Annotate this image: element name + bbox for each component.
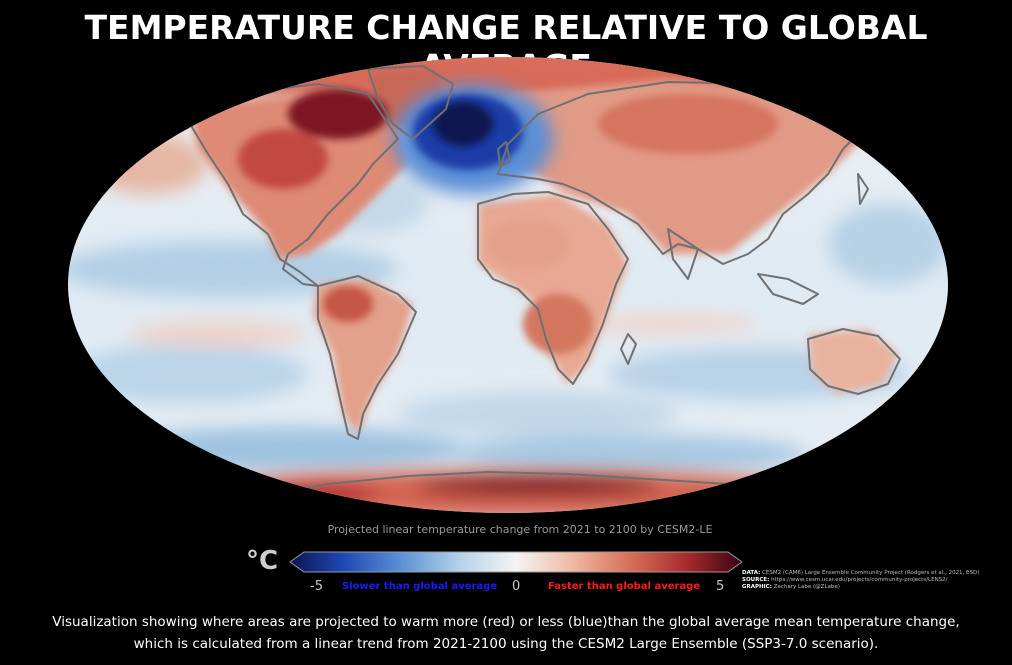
coast-southeast-asia: [757, 273, 819, 305]
coast-madagascar: [620, 333, 637, 365]
coast-uk: [497, 141, 511, 167]
credit-data-key: DATA:: [742, 570, 761, 576]
credit-graphic-text: Zachary Labe (@ZLabe): [773, 584, 840, 590]
credit-source-text: https://www.cesm.ucar.edu/projects/commu…: [771, 577, 948, 583]
coast-india: [667, 228, 699, 280]
caption-line-2: which is calculated from a linear trend …: [133, 636, 879, 652]
colorbar-mid-tick: 0: [512, 579, 521, 594]
faster-label: Faster than global average: [548, 581, 701, 592]
coast-europe-asia: [497, 81, 869, 265]
world-map: [68, 57, 948, 513]
coast-japan: [857, 173, 869, 205]
coast-north-america: [177, 83, 399, 287]
caption-line-1: Visualization showing where areas are pr…: [52, 614, 960, 630]
caption: Visualization showing where areas are pr…: [0, 611, 1012, 655]
coast-australia: [807, 328, 901, 395]
credits: DATA: CESM2 (CAM6) Large Ensemble Commun…: [742, 570, 1002, 591]
credit-source-key: SOURCE:: [742, 577, 770, 583]
eurasia-land: [508, 79, 868, 254]
credit-data-text: CESM2 (CAM6) Large Ensemble Community Pr…: [762, 570, 980, 576]
credit-graphic-key: GRAPHIC:: [742, 584, 772, 590]
colorbar-max-tick: 5: [716, 579, 725, 594]
colorbar: [289, 551, 743, 573]
unit-label: °C: [246, 546, 279, 576]
slower-label: Slower than global average: [342, 581, 498, 592]
colorbar-gradient: [289, 551, 743, 573]
coast-south-america: [317, 275, 417, 440]
australia-land: [808, 329, 898, 394]
map-subtitle: Projected linear temperature change from…: [327, 523, 713, 536]
coast-africa: [477, 191, 629, 385]
colorbar-min-tick: -5: [310, 579, 323, 594]
coast-greenland: [367, 65, 454, 140]
hotspots: [238, 89, 778, 354]
coast-new-zealand: [925, 393, 937, 423]
